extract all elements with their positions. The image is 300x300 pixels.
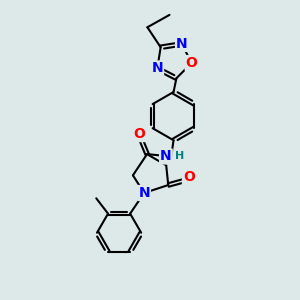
Text: N: N <box>160 149 172 164</box>
Text: N: N <box>152 61 163 76</box>
Text: N: N <box>176 37 188 51</box>
Text: H: H <box>175 152 184 161</box>
Text: O: O <box>186 56 197 70</box>
Text: O: O <box>183 170 195 184</box>
Text: N: N <box>138 186 150 200</box>
Text: O: O <box>133 127 145 141</box>
